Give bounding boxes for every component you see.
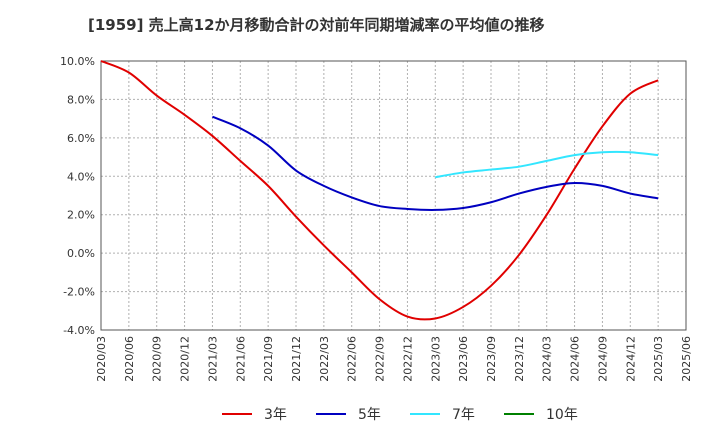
y-tick-label: 4.0%: [67, 170, 95, 183]
x-axis-ticks: 2020/03 2020/06 2020/09 2020/12 2021/03 2021/…: [95, 336, 693, 382]
x-tick-label: 2023/03: [429, 336, 442, 382]
plot-frame: [100, 60, 687, 331]
x-tick-label: 2021/06: [234, 336, 247, 382]
x-tick-label: 2022/03: [318, 336, 331, 382]
series-lines: [100, 60, 659, 321]
x-tick-label: 2023/09: [485, 336, 498, 382]
y-tick-label: 8.0%: [67, 93, 95, 106]
x-tick-label: 2021/03: [206, 336, 219, 382]
x-tick-label: 2024/09: [596, 336, 609, 382]
x-tick-label: 2023/06: [457, 336, 470, 382]
series-line-2: [435, 150, 659, 179]
x-tick-label: 2022/09: [374, 336, 387, 382]
legend-label-0: 3年: [264, 407, 287, 423]
x-tick-label: 2020/03: [95, 336, 108, 382]
y-tick-label: 0.0%: [67, 247, 95, 260]
legend-label-3: 10年: [546, 407, 578, 423]
x-tick-label: 2022/06: [346, 336, 359, 382]
y-tick-label: 2.0%: [67, 209, 95, 222]
x-tick-label: 2025/06: [680, 336, 693, 382]
x-tick-label: 2024/12: [624, 336, 637, 382]
x-tick-label: 2022/12: [401, 336, 414, 382]
y-tick-label: -4.0%: [63, 324, 95, 337]
x-tick-label: 2020/12: [179, 336, 192, 382]
x-tick-label: 2020/09: [151, 336, 164, 382]
chart-title: [1959] 売上高12か月移動合計の対前年同期増減率の平均値の推移: [88, 16, 545, 34]
x-tick-label: 2024/03: [541, 336, 554, 382]
x-tick-label: 2024/06: [569, 336, 582, 382]
series-line-1: [212, 115, 659, 211]
y-axis-ticks: 10.0% 8.0% 6.0% 4.0% 2.0% 0.0% -2.0% -4.0%: [60, 55, 95, 337]
y-tick-label: -2.0%: [63, 286, 95, 299]
legend-label-2: 7年: [452, 407, 475, 423]
grid-lines: [100, 60, 687, 331]
legend: 3年 5年 7年 10年: [222, 407, 578, 423]
series-line-0: [100, 60, 659, 321]
y-tick-label: 6.0%: [67, 132, 95, 145]
legend-label-1: 5年: [358, 407, 381, 423]
x-tick-label: 2020/06: [123, 336, 136, 382]
x-tick-label: 2025/03: [652, 336, 665, 382]
x-tick-label: 2021/12: [290, 336, 303, 382]
x-tick-label: 2021/09: [262, 336, 275, 382]
y-tick-label: 10.0%: [60, 55, 95, 68]
x-tick-label: 2023/12: [513, 336, 526, 382]
